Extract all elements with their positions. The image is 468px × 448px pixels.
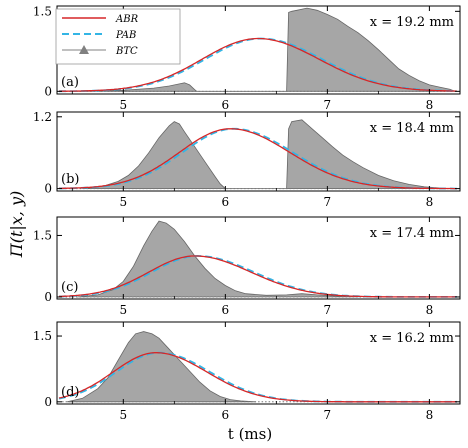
panel-4: 5 6 7 8 0 1.5 (d) x = 16.2 mm xyxy=(33,321,461,422)
y-tick-label: 1.5 xyxy=(33,329,52,343)
panel-frame xyxy=(56,216,461,300)
x-tick-label: 7 xyxy=(324,98,332,112)
panels: 5 6 7 8 0 1.5 (a) x = 19.2 mm 5 6 7 8 0 1.2 (b) x = 18.… xyxy=(33,4,461,422)
x-axis-label: t (ms) xyxy=(228,425,272,443)
btc-area xyxy=(67,331,256,403)
abr-curve xyxy=(59,37,457,92)
y-tick-label: 0 xyxy=(44,182,52,196)
x-tick-label: 6 xyxy=(222,195,230,209)
y-tick-label: 0 xyxy=(44,290,52,304)
panel-label: (d) xyxy=(61,385,79,400)
x-tick-label: 7 xyxy=(324,408,332,422)
panel-1: 5 6 7 8 0 1.5 (a) x = 19.2 mm xyxy=(33,4,461,112)
y-axis-label: Π(t|x, y) xyxy=(7,191,26,259)
x-tick-label: 8 xyxy=(426,195,434,209)
legend-btc-marker-icon xyxy=(79,45,89,54)
btc-area xyxy=(72,7,456,92)
panel-annotation: x = 17.4 mm xyxy=(370,226,454,241)
legend-btc-label: BTC xyxy=(115,46,138,57)
x-tick-label: 7 xyxy=(324,195,332,209)
x-tick-label: 5 xyxy=(119,408,127,422)
x-tick-label: 8 xyxy=(426,98,434,112)
y-tick-label: 1.5 xyxy=(33,228,52,242)
panel-3: 5 6 7 8 0 1.5 (c) x = 17.4 mm xyxy=(33,216,461,317)
panel-frame xyxy=(56,111,461,192)
panel-frame xyxy=(56,321,461,405)
legend: ABR PAB BTC xyxy=(55,8,181,65)
x-tick-label: 5 xyxy=(119,303,127,317)
y-tick-label: 1.2 xyxy=(33,110,52,124)
panel-2: 5 6 7 8 0 1.2 (b) x = 18.4 mm xyxy=(33,110,461,209)
pab-curve xyxy=(59,127,457,190)
x-tick-label: 6 xyxy=(222,98,230,112)
x-tick-label: 5 xyxy=(119,98,127,112)
x-tick-label: 6 xyxy=(222,408,230,422)
x-tick-label: 8 xyxy=(426,303,434,317)
btc-area xyxy=(77,220,359,298)
legend-abr-label: ABR xyxy=(115,14,139,25)
x-tick-label: 6 xyxy=(222,303,230,317)
panel-annotation: x = 18.4 mm xyxy=(370,121,454,136)
panel-label: (b) xyxy=(61,172,79,187)
y-tick-label: 0 xyxy=(44,395,52,409)
legend-pab-label: PAB xyxy=(115,30,136,41)
panel-annotation: x = 19.2 mm xyxy=(370,15,454,30)
x-tick-label: 8 xyxy=(426,408,434,422)
y-tick-label: 1.5 xyxy=(33,4,52,18)
y-tick-label: 0 xyxy=(44,84,52,98)
panel-annotation: x = 16.2 mm xyxy=(370,331,454,346)
x-tick-label: 5 xyxy=(119,195,127,209)
abr-curve xyxy=(58,352,457,403)
abr-curve xyxy=(59,128,457,190)
panel-label: (a) xyxy=(61,75,79,90)
abr-curve xyxy=(59,255,457,298)
x-tick-label: 7 xyxy=(324,303,332,317)
panel-label: (c) xyxy=(61,280,78,295)
